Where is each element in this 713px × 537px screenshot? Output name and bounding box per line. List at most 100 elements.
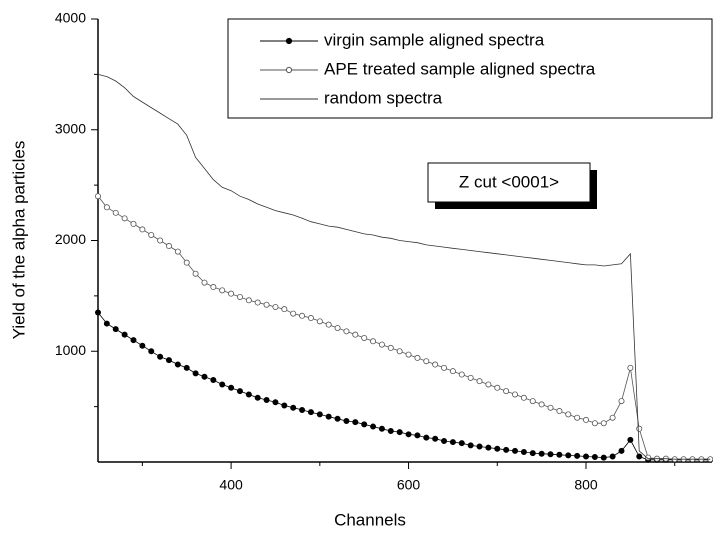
data-point bbox=[165, 243, 172, 250]
data-point bbox=[130, 220, 137, 227]
data-point bbox=[556, 408, 563, 415]
data-point bbox=[112, 326, 119, 333]
data-point bbox=[512, 391, 519, 398]
data-point bbox=[121, 215, 128, 222]
legend-marker bbox=[285, 37, 293, 45]
series-line bbox=[97, 195, 711, 460]
data-point bbox=[254, 394, 261, 401]
data-point bbox=[263, 301, 270, 308]
data-point bbox=[139, 342, 146, 349]
data-point bbox=[245, 391, 252, 398]
data-point bbox=[316, 318, 323, 325]
data-point bbox=[130, 337, 137, 344]
data-point bbox=[627, 436, 634, 443]
data-point bbox=[458, 371, 465, 378]
data-point bbox=[236, 388, 243, 395]
data-point bbox=[609, 414, 616, 421]
x-tick-label: 400 bbox=[219, 477, 243, 493]
data-point bbox=[485, 444, 492, 451]
data-point bbox=[529, 450, 536, 457]
data-point bbox=[325, 321, 332, 328]
data-point bbox=[165, 357, 172, 364]
data-point bbox=[520, 394, 527, 401]
annotation: Z cut <0001> bbox=[459, 172, 559, 191]
data-point bbox=[485, 381, 492, 388]
series-line bbox=[97, 74, 711, 460]
data-point bbox=[299, 312, 306, 319]
data-point bbox=[547, 404, 554, 411]
data-point bbox=[263, 396, 270, 403]
data-point bbox=[503, 446, 510, 453]
data-point bbox=[503, 388, 510, 395]
series-line bbox=[97, 312, 711, 461]
data-point bbox=[449, 439, 456, 446]
data-point bbox=[627, 364, 634, 371]
data-point bbox=[228, 384, 235, 391]
data-point bbox=[307, 409, 314, 416]
data-point bbox=[414, 432, 421, 439]
data-point bbox=[201, 373, 208, 380]
legend-label: virgin sample aligned spectra bbox=[324, 30, 545, 49]
data-point bbox=[236, 293, 243, 300]
data-point bbox=[583, 453, 590, 460]
data-point bbox=[494, 384, 501, 391]
data-point bbox=[423, 434, 430, 441]
data-point bbox=[396, 348, 403, 355]
data-point bbox=[405, 431, 412, 438]
y-tick-label: 3000 bbox=[55, 120, 86, 136]
data-point bbox=[192, 270, 199, 277]
data-point bbox=[512, 447, 519, 454]
y-tick-label: 2000 bbox=[55, 231, 86, 247]
data-point bbox=[139, 226, 146, 233]
data-point bbox=[538, 401, 545, 408]
data-point bbox=[441, 364, 448, 371]
annotation-box bbox=[427, 162, 591, 203]
legend-box bbox=[227, 18, 713, 119]
data-point bbox=[361, 334, 368, 341]
data-point bbox=[370, 423, 377, 430]
data-point bbox=[192, 370, 199, 377]
legend-label: random spectra bbox=[324, 88, 443, 107]
data-point bbox=[290, 310, 297, 317]
data-point bbox=[95, 193, 102, 200]
y-tick-label: 1000 bbox=[55, 342, 86, 358]
data-point bbox=[245, 297, 252, 304]
legend-label: APE treated sample aligned spectra bbox=[324, 59, 596, 78]
y-axis-title: Yield of the alpha particles bbox=[9, 141, 28, 340]
data-point bbox=[476, 443, 483, 450]
data-point bbox=[556, 451, 563, 458]
y-tick-label: 4000 bbox=[55, 10, 86, 26]
data-point bbox=[378, 341, 385, 348]
data-point bbox=[414, 354, 421, 361]
data-point bbox=[112, 209, 119, 216]
data-point bbox=[609, 453, 616, 460]
data-point bbox=[148, 231, 155, 238]
data-point bbox=[343, 418, 350, 425]
data-point bbox=[343, 328, 350, 335]
data-point bbox=[636, 453, 643, 460]
data-point bbox=[307, 315, 314, 322]
data-point bbox=[95, 309, 102, 316]
data-point bbox=[174, 361, 181, 368]
data-point bbox=[103, 320, 110, 327]
data-point bbox=[290, 404, 297, 411]
data-point bbox=[201, 279, 208, 286]
data-point bbox=[591, 454, 598, 461]
data-point bbox=[565, 452, 572, 459]
data-point bbox=[583, 416, 590, 423]
data-point bbox=[174, 248, 181, 255]
data-point bbox=[467, 374, 474, 381]
data-point bbox=[157, 237, 164, 244]
x-tick-label: 600 bbox=[397, 477, 421, 493]
data-point bbox=[334, 324, 341, 331]
data-point bbox=[183, 364, 190, 371]
data-point bbox=[281, 306, 288, 313]
data-point bbox=[157, 353, 164, 360]
data-point bbox=[574, 414, 581, 421]
data-point bbox=[432, 435, 439, 442]
data-point bbox=[316, 411, 323, 418]
data-point bbox=[272, 303, 279, 310]
data-point bbox=[210, 377, 217, 384]
data-point bbox=[529, 398, 536, 405]
